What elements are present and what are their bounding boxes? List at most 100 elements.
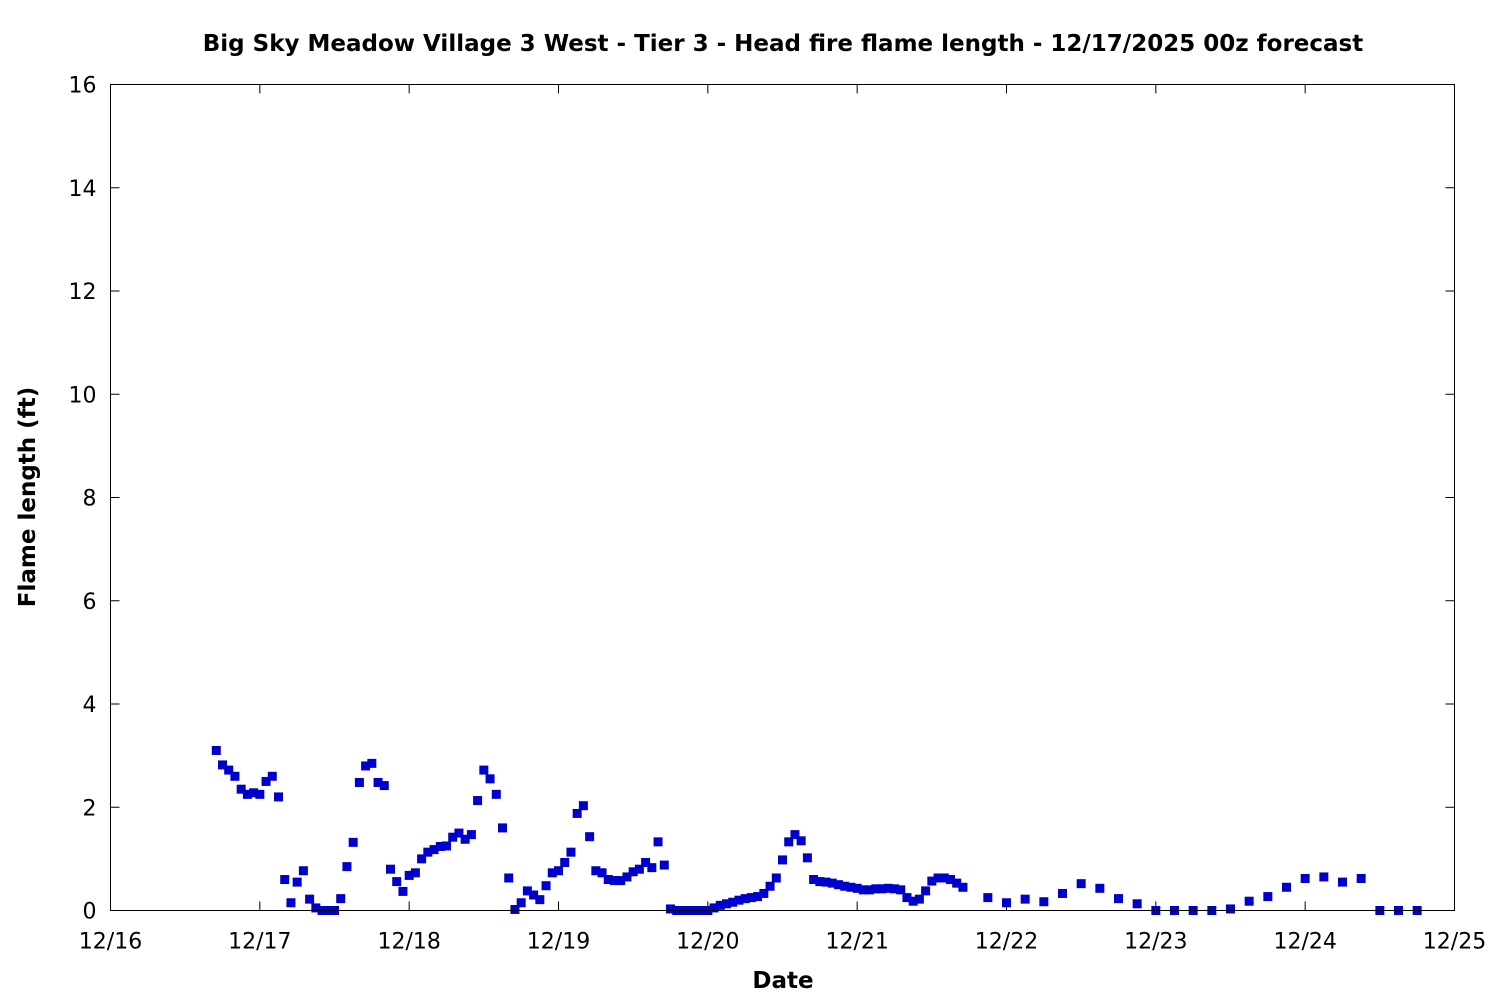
data-point xyxy=(840,881,850,891)
data-point xyxy=(603,875,613,885)
data-point xyxy=(379,781,389,791)
data-point xyxy=(597,868,607,878)
y-axis-label: Flame length (ft) xyxy=(15,387,41,607)
data-point xyxy=(902,893,912,903)
data-point xyxy=(398,886,408,896)
data-point xyxy=(778,855,787,865)
data-point xyxy=(249,788,259,798)
data-point xyxy=(877,884,887,894)
data-point xyxy=(827,878,837,888)
y-tick-label: 6 xyxy=(83,590,97,615)
data-point xyxy=(224,765,234,775)
data-points xyxy=(211,745,1422,915)
data-point xyxy=(298,866,308,876)
x-axis-label: Date xyxy=(752,968,813,994)
data-point xyxy=(946,875,955,885)
data-point xyxy=(541,881,551,891)
data-point xyxy=(927,876,937,886)
data-point xyxy=(1039,897,1049,907)
data-point xyxy=(336,894,346,904)
data-point xyxy=(485,774,495,784)
data-point xyxy=(846,882,856,892)
data-point xyxy=(286,898,296,908)
data-point xyxy=(802,853,812,863)
data-point xyxy=(267,771,277,781)
data-point xyxy=(852,883,862,893)
data-point xyxy=(504,873,514,883)
data-point xyxy=(784,837,794,847)
data-point xyxy=(498,823,507,833)
data-point xyxy=(939,873,949,883)
data-point xyxy=(442,841,451,851)
data-point xyxy=(921,886,931,896)
x-tick-label: 12/17 xyxy=(228,930,291,955)
data-point xyxy=(722,899,731,909)
data-point xyxy=(809,875,819,885)
data-point xyxy=(790,830,800,840)
data-point xyxy=(834,880,843,890)
data-point xyxy=(423,847,433,857)
data-point xyxy=(311,903,321,913)
data-point xyxy=(1300,873,1310,883)
data-point xyxy=(230,771,240,781)
data-point xyxy=(585,832,595,842)
data-point xyxy=(709,903,719,913)
data-point xyxy=(890,884,899,894)
data-point xyxy=(466,830,476,840)
data-point xyxy=(1132,899,1142,909)
data-point xyxy=(734,895,744,905)
data-point xyxy=(871,884,881,894)
x-tick-label: 12/21 xyxy=(825,930,888,955)
data-point xyxy=(361,761,371,771)
data-point xyxy=(211,745,221,755)
data-point xyxy=(242,789,252,799)
plot-frame xyxy=(110,84,1455,911)
y-tick-label: 14 xyxy=(69,177,97,202)
data-point xyxy=(933,873,943,883)
data-point xyxy=(628,867,638,877)
data-point xyxy=(883,883,893,893)
data-point xyxy=(348,837,358,847)
data-point xyxy=(510,904,520,914)
data-point xyxy=(448,832,458,842)
data-point xyxy=(261,776,271,786)
data-point xyxy=(659,860,669,870)
data-point xyxy=(896,885,906,895)
data-point xyxy=(578,801,588,811)
data-point xyxy=(715,900,725,910)
data-point xyxy=(616,876,626,886)
data-point xyxy=(796,836,806,846)
data-point xyxy=(236,784,246,794)
data-point xyxy=(771,873,781,883)
x-tick-label: 12/22 xyxy=(975,930,1038,955)
data-point xyxy=(1095,883,1105,893)
data-point xyxy=(634,864,644,874)
y-tick-label: 12 xyxy=(69,280,97,305)
data-point xyxy=(821,877,831,887)
y-tick-label: 8 xyxy=(83,487,97,512)
data-point xyxy=(404,870,414,880)
data-point xyxy=(914,894,924,904)
data-point xyxy=(342,862,352,872)
data-point xyxy=(367,758,377,768)
data-point xyxy=(516,898,526,908)
data-point xyxy=(908,896,918,906)
data-point xyxy=(529,890,539,900)
data-point xyxy=(566,847,576,857)
y-tick-label: 10 xyxy=(69,383,97,408)
data-point xyxy=(653,837,663,847)
data-point xyxy=(410,868,420,878)
y-tick-label: 4 xyxy=(83,693,97,718)
x-tick-label: 12/20 xyxy=(676,930,739,955)
data-point xyxy=(728,897,738,907)
chart-title: Big Sky Meadow Village 3 West - Tier 3 -… xyxy=(203,31,1363,57)
data-point xyxy=(1002,898,1011,908)
data-point xyxy=(435,841,445,851)
data-point xyxy=(1244,896,1254,906)
x-tick-label: 12/25 xyxy=(1423,930,1486,955)
data-point xyxy=(305,894,315,904)
data-point xyxy=(1114,894,1123,904)
data-point xyxy=(610,876,619,886)
data-point xyxy=(491,789,501,799)
